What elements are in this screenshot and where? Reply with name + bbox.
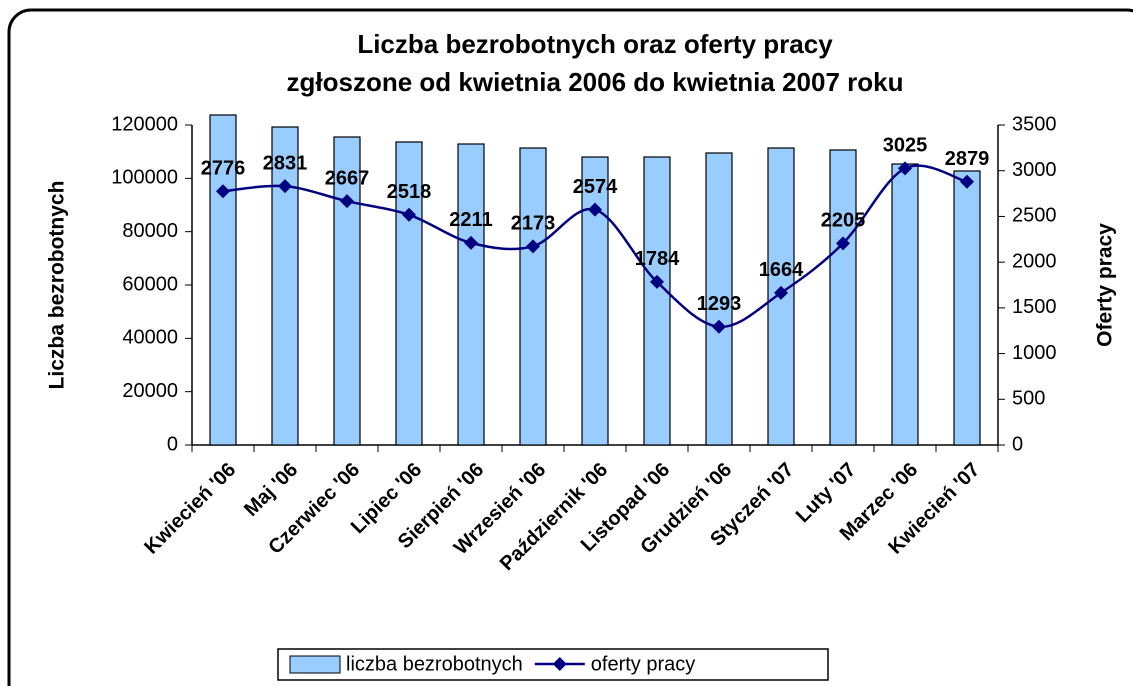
data-label: 3025 [883, 135, 928, 157]
marker [836, 236, 850, 251]
bar [643, 156, 671, 446]
y2-axis-title: Oferty pracy [1094, 223, 1117, 347]
y-axis-title: Liczba bezrobotnych [46, 181, 69, 390]
y2-tick-label: 1500 [1012, 296, 1057, 318]
y2-tick-label: 0 [1012, 433, 1023, 455]
legend-label: oferty pracy [591, 653, 695, 675]
bar [519, 147, 547, 446]
y-tick-label: 120000 [111, 113, 178, 135]
data-label: 2667 [325, 167, 370, 189]
legend-marker [552, 657, 567, 671]
data-label: 2173 [511, 213, 556, 235]
bar [705, 152, 733, 446]
data-label: 2211 [449, 209, 492, 231]
bar [395, 141, 423, 446]
y-tick-label: 40000 [122, 327, 178, 349]
chart-title: Liczba bezrobotnych oraz oferty pracy [357, 29, 833, 59]
data-label: 1664 [759, 259, 804, 281]
y2-tick-label: 1000 [1012, 342, 1057, 364]
marker [526, 239, 540, 254]
data-label: 2205 [821, 210, 866, 232]
data-label: 2879 [945, 148, 990, 170]
bar [581, 156, 609, 446]
bar [457, 143, 485, 446]
marker [402, 207, 416, 222]
legend: liczba bezrobotnych oferty pracy [277, 648, 829, 681]
y2-tick-label: 2000 [1012, 250, 1057, 272]
marker [588, 202, 602, 217]
y-tick-label: 100000 [111, 167, 178, 189]
y2-tick-label: 3500 [1012, 113, 1057, 135]
y-tick-label: 60000 [122, 273, 178, 295]
bar [271, 126, 299, 446]
bar [209, 114, 237, 446]
bar [891, 163, 919, 446]
bar [333, 136, 361, 446]
data-label: 1784 [635, 248, 680, 270]
y-tick-label: 20000 [122, 380, 178, 402]
marker [898, 161, 912, 176]
data-label: 2518 [387, 181, 432, 203]
y2-tick-label: 2500 [1012, 205, 1057, 227]
marker [712, 319, 726, 334]
y2-tick-label: 500 [1012, 388, 1045, 410]
marker [774, 285, 788, 300]
data-label: 2831 [263, 152, 308, 174]
marker [216, 184, 230, 199]
data-label: 2574 [573, 176, 618, 198]
marker [464, 235, 478, 250]
marker [960, 174, 974, 189]
y2-tick-label: 3000 [1012, 159, 1057, 181]
data-label: 1293 [697, 293, 742, 315]
y-tick-label: 0 [167, 433, 178, 455]
marker [650, 274, 664, 289]
bar [953, 170, 981, 446]
legend-swatch [289, 655, 341, 674]
marker [340, 194, 354, 209]
marker [278, 179, 292, 194]
legend-label: liczba bezrobotnych [346, 653, 523, 675]
data-label: 2776 [201, 157, 246, 179]
chart-title: zgłoszone od kwietnia 2006 do kwietnia 2… [287, 67, 904, 97]
bar [829, 149, 857, 446]
y-tick-label: 80000 [122, 220, 178, 242]
